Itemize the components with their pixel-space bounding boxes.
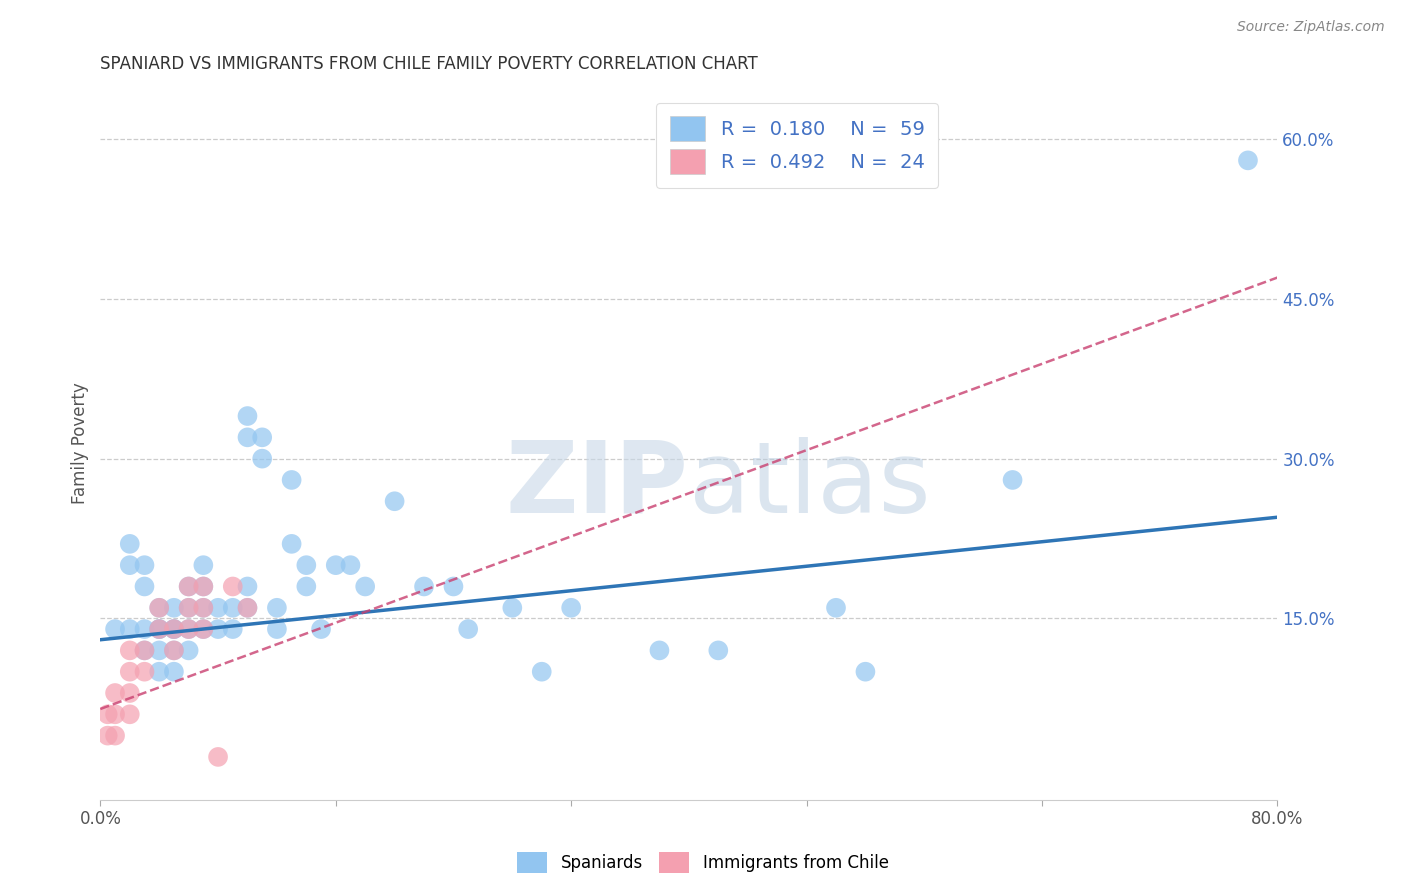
- Point: [163, 622, 186, 636]
- Text: atlas: atlas: [689, 437, 931, 534]
- Point: [1237, 153, 1260, 168]
- Point: [280, 537, 302, 551]
- Point: [266, 622, 288, 636]
- Point: [118, 622, 141, 636]
- Point: [163, 643, 186, 657]
- Point: [707, 643, 730, 657]
- Point: [193, 600, 215, 615]
- Point: [384, 494, 406, 508]
- Point: [295, 558, 318, 573]
- Point: [443, 579, 465, 593]
- Text: Source: ZipAtlas.com: Source: ZipAtlas.com: [1237, 20, 1385, 34]
- Point: [134, 622, 156, 636]
- Point: [97, 729, 120, 743]
- Point: [193, 622, 215, 636]
- Point: [207, 600, 229, 615]
- Point: [97, 707, 120, 722]
- Point: [222, 622, 245, 636]
- Point: [104, 622, 127, 636]
- Point: [266, 600, 288, 615]
- Point: [177, 579, 200, 593]
- Point: [250, 430, 273, 444]
- Point: [118, 558, 141, 573]
- Point: [413, 579, 436, 593]
- Point: [134, 643, 156, 657]
- Point: [222, 600, 245, 615]
- Point: [163, 600, 186, 615]
- Point: [236, 409, 259, 423]
- Point: [163, 622, 186, 636]
- Point: [177, 622, 200, 636]
- Point: [177, 600, 200, 615]
- Point: [148, 622, 170, 636]
- Point: [104, 686, 127, 700]
- Point: [855, 665, 877, 679]
- Y-axis label: Family Poverty: Family Poverty: [72, 382, 89, 504]
- Point: [207, 750, 229, 764]
- Point: [148, 600, 170, 615]
- Point: [280, 473, 302, 487]
- Point: [163, 665, 186, 679]
- Text: ZIP: ZIP: [506, 437, 689, 534]
- Point: [118, 707, 141, 722]
- Point: [193, 622, 215, 636]
- Point: [118, 665, 141, 679]
- Point: [236, 579, 259, 593]
- Point: [163, 622, 186, 636]
- Point: [118, 686, 141, 700]
- Point: [1001, 473, 1024, 487]
- Point: [236, 430, 259, 444]
- Point: [309, 622, 332, 636]
- Point: [501, 600, 523, 615]
- Point: [193, 558, 215, 573]
- Point: [236, 600, 259, 615]
- Point: [193, 600, 215, 615]
- Point: [148, 622, 170, 636]
- Point: [134, 558, 156, 573]
- Point: [148, 643, 170, 657]
- Point: [104, 707, 127, 722]
- Point: [148, 622, 170, 636]
- Point: [177, 643, 200, 657]
- Point: [148, 600, 170, 615]
- Point: [134, 665, 156, 679]
- Legend: Spaniards, Immigrants from Chile: Spaniards, Immigrants from Chile: [510, 846, 896, 880]
- Point: [163, 643, 186, 657]
- Point: [457, 622, 479, 636]
- Point: [295, 579, 318, 593]
- Text: SPANIARD VS IMMIGRANTS FROM CHILE FAMILY POVERTY CORRELATION CHART: SPANIARD VS IMMIGRANTS FROM CHILE FAMILY…: [100, 55, 758, 73]
- Point: [118, 537, 141, 551]
- Point: [177, 600, 200, 615]
- Point: [339, 558, 361, 573]
- Point: [250, 451, 273, 466]
- Point: [648, 643, 671, 657]
- Point: [134, 579, 156, 593]
- Legend: R =  0.180    N =  59, R =  0.492    N =  24: R = 0.180 N = 59, R = 0.492 N = 24: [657, 103, 938, 187]
- Point: [104, 729, 127, 743]
- Point: [118, 643, 141, 657]
- Point: [148, 665, 170, 679]
- Point: [354, 579, 377, 593]
- Point: [134, 643, 156, 657]
- Point: [222, 579, 245, 593]
- Point: [236, 600, 259, 615]
- Point: [193, 579, 215, 593]
- Point: [825, 600, 848, 615]
- Point: [193, 579, 215, 593]
- Point: [560, 600, 582, 615]
- Point: [530, 665, 553, 679]
- Point: [325, 558, 347, 573]
- Point: [207, 622, 229, 636]
- Point: [177, 579, 200, 593]
- Point: [177, 622, 200, 636]
